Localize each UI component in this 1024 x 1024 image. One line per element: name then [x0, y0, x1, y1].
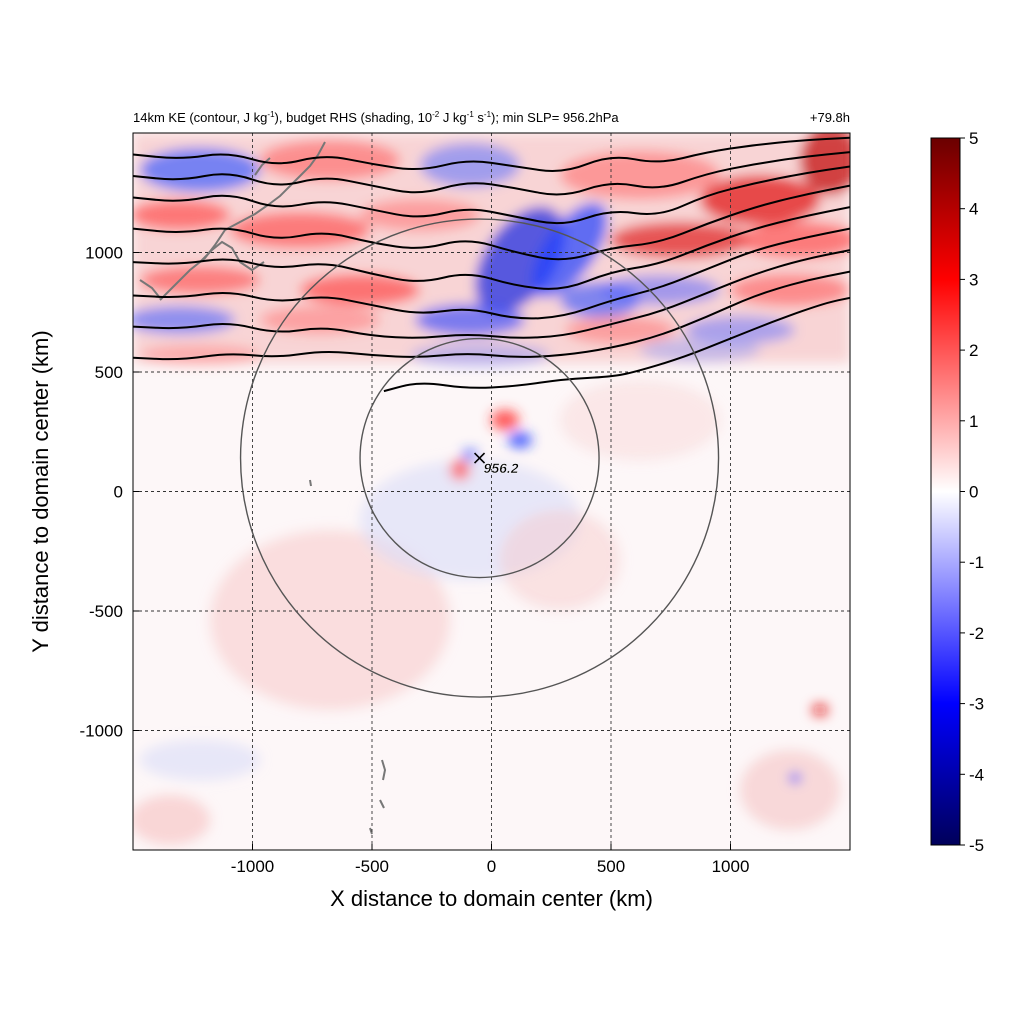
colorbar-tick-label: 0	[969, 483, 978, 502]
chart-title: 14km KE (contour, J kg-1), budget RHS (s…	[133, 110, 619, 125]
colorbar-tick-label: -4	[969, 765, 984, 784]
storm-center: 956.2	[473, 452, 519, 476]
ke-contour-line	[133, 270, 850, 361]
y-tick-label: 500	[95, 363, 123, 382]
storm-center-marker	[473, 452, 486, 464]
forecast-hour-label: +79.8h	[810, 110, 850, 125]
y-tick-label: 0	[114, 483, 123, 502]
min-slp-label: 956.2	[484, 460, 519, 476]
colorbar-gradient	[930, 137, 961, 846]
ke-contour-line	[133, 136, 850, 172]
y-tick-label: -1000	[80, 722, 123, 741]
ke-contour-line	[133, 249, 850, 339]
y-tick-label: 1000	[85, 244, 123, 263]
coastlines	[139, 141, 387, 835]
colorbar-ticks: 5 4 3 2 1 0 -1 -2 -3 -4 -5	[960, 129, 984, 855]
x-axis-ticks	[252, 844, 731, 850]
y-axis-ticks	[133, 252, 139, 731]
ke-contour-line	[133, 165, 850, 225]
y-tick-label: -500	[89, 602, 123, 621]
ke-contour-line	[133, 227, 850, 320]
colorbar-tick-label: 5	[969, 129, 978, 148]
y-axis-label: Y distance to domain center (km)	[28, 330, 53, 652]
x-tick-label: 0	[487, 857, 496, 876]
colorbar-tick-label: -2	[969, 624, 984, 643]
y-tick-labels: -1000 -500 0 500 1000	[80, 244, 123, 741]
colorbar: 5 4 3 2 1 0 -1 -2 -3 -4 -5	[930, 129, 984, 855]
x-tick-label: 500	[597, 857, 625, 876]
colorbar-tick-label: 2	[969, 341, 978, 360]
radius-circle-1000km	[239, 218, 720, 698]
radius-circle-500km	[359, 337, 600, 579]
x-tick-label: -500	[355, 857, 389, 876]
colorbar-tick-label: -3	[969, 695, 984, 714]
colorbar-tick-label: -5	[969, 836, 984, 855]
ke-contours	[133, 136, 850, 393]
x-tick-label: 1000	[712, 857, 750, 876]
x-tick-labels: -1000 -500 0 500 1000	[231, 857, 750, 876]
x-tick-label: -1000	[231, 857, 274, 876]
ke-contour-line	[133, 184, 850, 261]
plot-area: 956.2	[132, 132, 851, 851]
x-axis-label: X distance to domain center (km)	[330, 886, 653, 911]
ke-contour-line	[133, 206, 850, 290]
colorbar-tick-label: 1	[969, 412, 978, 431]
ke-contour-line	[133, 151, 850, 196]
colorbar-tick-label: 3	[969, 270, 978, 289]
colorbar-tick-label: -1	[969, 553, 984, 572]
ke-contour-line	[383, 296, 850, 393]
colorbar-tick-label: 4	[969, 200, 978, 219]
radius-circles	[239, 218, 720, 698]
